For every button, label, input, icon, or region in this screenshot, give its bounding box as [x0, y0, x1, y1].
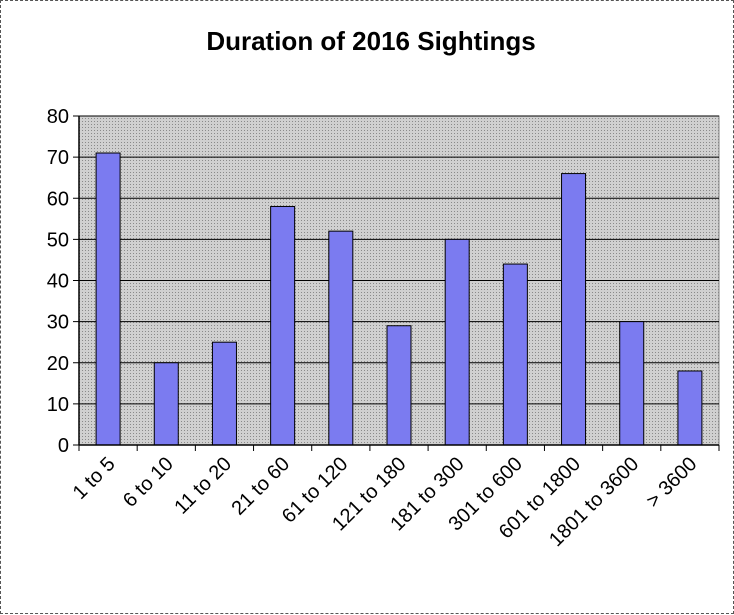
- bar: [444, 238, 470, 446]
- bar: [561, 173, 587, 446]
- chart-title: Duration of 2016 Sightings: [206, 26, 535, 56]
- y-tick-label: 30: [47, 312, 69, 334]
- bar: [619, 321, 645, 446]
- bar: [502, 263, 528, 446]
- x-tick-label: > 3600: [642, 453, 701, 512]
- y-tick-label: 60: [47, 188, 69, 210]
- x-tick-label: 11 to 20: [170, 453, 236, 519]
- bar: [328, 230, 354, 446]
- bar: [95, 152, 121, 446]
- x-tick-label: 1 to 5: [69, 453, 120, 504]
- bar: [153, 362, 179, 446]
- y-tick-label: 10: [47, 394, 69, 416]
- bar: [270, 205, 296, 446]
- y-tick-label: 0: [58, 435, 69, 457]
- x-tick-label: 6 to 10: [119, 453, 178, 512]
- y-tick-label: 40: [47, 271, 69, 293]
- y-tick-label: 20: [47, 353, 69, 375]
- bar: [211, 341, 237, 446]
- axes: [73, 115, 720, 451]
- gridlines: [79, 115, 719, 405]
- bars: [95, 152, 703, 446]
- bar: [386, 325, 412, 446]
- y-axis-ticks: 0 10 20 30 40 50 60 70 80: [47, 106, 69, 457]
- bar: [677, 370, 703, 446]
- y-tick-label: 80: [47, 106, 69, 128]
- y-tick-label: 50: [47, 229, 69, 251]
- y-tick-label: 70: [47, 147, 69, 169]
